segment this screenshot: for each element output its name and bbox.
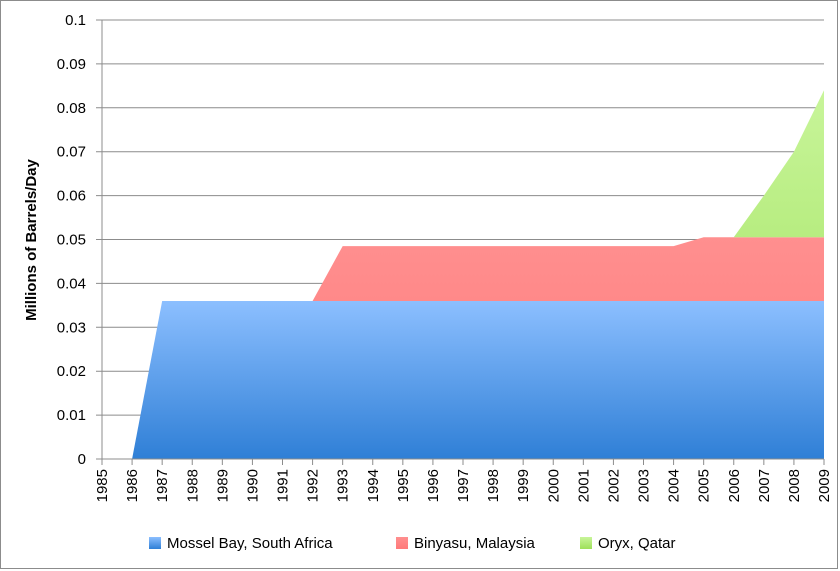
axes: [101, 20, 825, 465]
legend-swatch: [396, 537, 408, 549]
y-axis-label: Millions of Barrels/Day: [23, 158, 40, 320]
y-tick-label: 0.01: [57, 407, 86, 424]
x-tick-label: 2003: [636, 469, 653, 502]
x-tick-label: 2009: [816, 469, 833, 502]
x-tick-label: 1994: [365, 469, 382, 502]
legend-swatch: [580, 537, 592, 549]
x-tick-label: 1990: [244, 469, 261, 502]
legend-label: Oryx, Qatar: [598, 535, 676, 552]
x-tick-label: 1989: [214, 469, 231, 502]
legend-label: Mossel Bay, South Africa: [167, 535, 333, 552]
y-tick-label: 0.09: [57, 56, 86, 73]
y-tick-label: 0.04: [57, 275, 86, 292]
x-tick-label: 2008: [786, 469, 803, 502]
y-tick-labels: 0 0.01 0.02 0.03 0.04 0.05 0.06 0.07 0.08 0.09 0.1: [57, 12, 86, 468]
x-tick-label: 2007: [756, 469, 773, 502]
y-tick-label: 0.05: [57, 232, 86, 249]
x-tick-label: 1985: [94, 469, 111, 502]
x-tick-label: 1996: [425, 469, 442, 502]
x-tick-label: 2002: [605, 469, 622, 502]
x-tick-label: 1998: [485, 469, 502, 502]
y-tick-label: 0: [78, 451, 86, 468]
x-tick-label: 1987: [154, 469, 171, 502]
legend-swatch: [149, 537, 161, 549]
x-tick-label: 2006: [726, 469, 743, 502]
x-tick-label: 1991: [275, 469, 292, 502]
x-tick-label: 1986: [124, 469, 141, 502]
y-tick-label: 0.1: [65, 12, 86, 29]
x-tick-label: 2000: [545, 469, 562, 502]
x-tick-label: 1999: [515, 469, 532, 502]
legend-label: Binyasu, Malaysia: [414, 535, 536, 552]
area-series-1: [132, 300, 824, 459]
x-tick-labels: 1985 1986 1987 1988 1989 1990 1991 1992 1993 1994…: [94, 469, 833, 502]
x-tick-label: 2005: [696, 469, 713, 502]
x-tick-label: 2001: [575, 469, 592, 502]
y-tick-label: 0.02: [57, 363, 86, 380]
x-tick-label: 1992: [305, 469, 322, 502]
x-tick-label: 2004: [666, 469, 683, 502]
y-tick-label: 0.07: [57, 144, 86, 161]
x-tick-label: 1988: [184, 469, 201, 502]
series-areas: [132, 90, 824, 460]
y-tick-label: 0.06: [57, 188, 86, 205]
y-tick-label: 0.03: [57, 319, 86, 336]
legend: Mossel Bay, South Africa Binyasu, Malaysi…: [149, 535, 676, 552]
x-tick-label: 1993: [335, 469, 352, 502]
y-tick-label: 0.08: [57, 100, 86, 117]
area-series-2: [132, 237, 824, 459]
x-tick-label: 1997: [455, 469, 472, 502]
x-tick-label: 1995: [395, 469, 412, 502]
